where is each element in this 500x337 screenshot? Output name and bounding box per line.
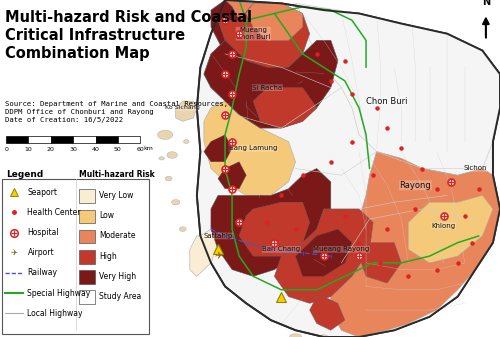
Polygon shape (190, 229, 218, 276)
Polygon shape (172, 200, 180, 205)
Polygon shape (167, 152, 177, 158)
Text: Airport: Airport (28, 248, 54, 257)
Text: ✈: ✈ (10, 248, 17, 257)
Bar (96, 136, 118, 143)
Polygon shape (204, 40, 338, 128)
Text: 40: 40 (92, 147, 100, 152)
Text: Sattahip: Sattahip (204, 233, 233, 239)
Bar (80, 189, 94, 203)
Polygon shape (197, 0, 500, 337)
Polygon shape (290, 334, 302, 337)
Text: Chon Buri: Chon Buri (366, 97, 408, 105)
Text: Si Racha: Si Racha (252, 85, 282, 91)
Polygon shape (239, 202, 310, 256)
Polygon shape (176, 101, 197, 121)
Text: Very High: Very High (99, 272, 136, 281)
Bar (51, 136, 73, 143)
Text: Multi-hazard Risk: Multi-hazard Risk (80, 170, 155, 179)
Bar (80, 290, 94, 304)
Text: Ban Chang: Ban Chang (262, 246, 300, 252)
Bar (80, 230, 94, 243)
Polygon shape (246, 3, 302, 40)
Text: Study Area: Study Area (99, 292, 142, 301)
Text: Multi-hazard Risk and Coastal
Critical Infrastructure
Combination Map: Multi-hazard Risk and Coastal Critical I… (4, 10, 252, 61)
Text: 0: 0 (4, 147, 8, 152)
Text: km: km (144, 146, 153, 151)
Bar (6, 136, 28, 143)
Text: Bang Lamung: Bang Lamung (229, 145, 278, 151)
Text: 60: 60 (136, 147, 144, 152)
Text: 20: 20 (47, 147, 55, 152)
Polygon shape (274, 209, 373, 303)
Polygon shape (296, 229, 352, 276)
Polygon shape (359, 243, 402, 283)
Polygon shape (331, 152, 500, 337)
Text: Moderate: Moderate (99, 232, 136, 240)
Text: Low: Low (99, 211, 114, 220)
Polygon shape (218, 162, 246, 189)
Polygon shape (211, 168, 331, 276)
Polygon shape (158, 130, 173, 140)
Text: Sichon: Sichon (464, 165, 487, 172)
Text: 10: 10 (24, 147, 32, 152)
Text: Seaport: Seaport (28, 188, 58, 196)
Polygon shape (204, 135, 232, 162)
Text: Special Highway: Special Highway (28, 289, 90, 298)
Bar (118, 136, 141, 143)
Polygon shape (166, 176, 172, 181)
Text: Source: Department of Marine and Coastal Resources,
DDPM Office of Chonburi and : Source: Department of Marine and Coastal… (4, 101, 228, 123)
Text: Legend: Legend (6, 170, 44, 179)
Text: Hospital: Hospital (28, 228, 59, 237)
Text: Railway: Railway (28, 269, 58, 277)
Polygon shape (159, 157, 164, 160)
Polygon shape (310, 297, 345, 330)
Text: 50: 50 (114, 147, 122, 152)
Text: Very Low: Very Low (99, 191, 134, 200)
Text: Local Highway: Local Highway (28, 309, 83, 318)
Polygon shape (211, 0, 239, 54)
Bar (28, 136, 51, 143)
Polygon shape (331, 152, 500, 337)
Bar (80, 210, 94, 223)
Text: High: High (99, 252, 117, 261)
Polygon shape (184, 140, 189, 144)
Bar (80, 270, 94, 284)
Text: Rayong: Rayong (400, 181, 432, 190)
Text: 30: 30 (70, 147, 77, 152)
Text: Mueang
Chon Buri: Mueang Chon Buri (236, 27, 270, 40)
Polygon shape (296, 3, 500, 175)
Text: N: N (482, 0, 490, 7)
Polygon shape (320, 335, 328, 337)
Polygon shape (218, 0, 302, 81)
Polygon shape (180, 227, 186, 232)
Polygon shape (254, 88, 316, 128)
Text: Health Center: Health Center (28, 208, 81, 217)
Bar (73, 136, 96, 143)
Text: ✈: ✈ (214, 251, 222, 261)
Text: Mueang Rayong: Mueang Rayong (313, 246, 370, 252)
Polygon shape (408, 195, 493, 263)
Polygon shape (218, 3, 310, 74)
Bar (80, 250, 94, 264)
Text: Khlong: Khlong (432, 223, 456, 229)
Polygon shape (204, 101, 296, 195)
Text: Ko Sichang: Ko Sichang (166, 105, 200, 110)
